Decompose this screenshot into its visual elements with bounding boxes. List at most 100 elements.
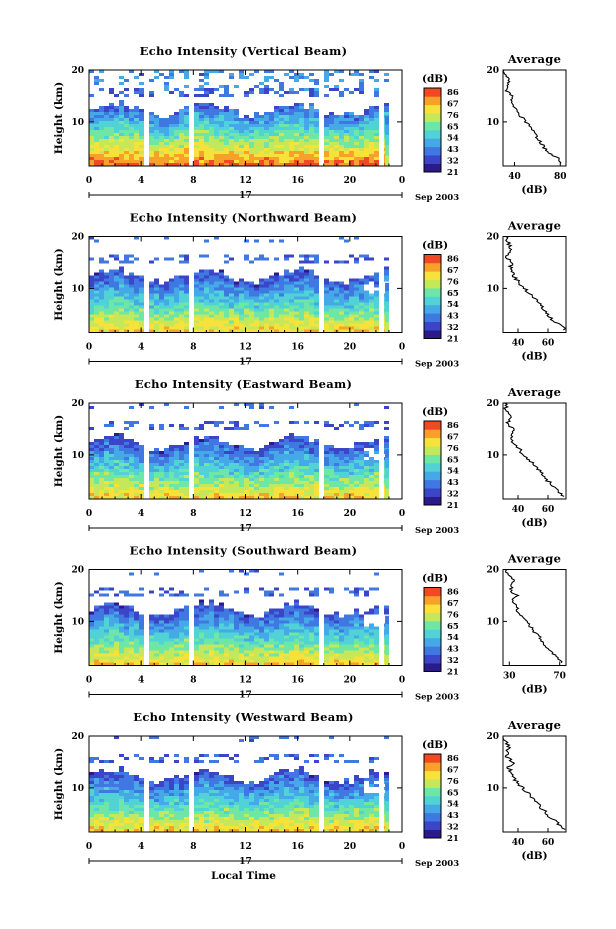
heatmap-cell [199,106,204,109]
heatmap-cell [294,641,299,645]
colorbar-swatch [424,471,441,481]
heatmap-cell [354,623,359,627]
heatmap-cell [264,448,269,451]
heatmap-cell [209,293,214,297]
heatmap-cell [284,323,289,327]
heatmap-cell [289,272,294,276]
heatmap-cell [174,463,179,466]
heatmap-cell [369,308,374,312]
heatmap-cell [374,572,379,576]
heatmap-cell [149,293,154,297]
heatmap-cell [209,614,214,618]
heatmap-cell [324,647,329,651]
heatmap-cell [274,257,279,261]
heatmap-cell [369,587,374,591]
heatmap-cell [114,641,119,645]
heatmap-cell [109,647,114,651]
heatmap-cell [169,302,174,306]
heatmap-cell [299,650,304,654]
heatmap-cell [334,448,339,451]
heatmap-cell [109,160,114,163]
heatmap-cell [294,320,299,324]
heatmap-cell [214,290,219,294]
heatmap-cell [289,608,294,612]
heatmap-cell [164,590,169,594]
heatmap-cell [274,148,279,151]
heatmap-cell [154,475,159,478]
heatmap-cell [214,460,219,463]
heatmap-cell [109,635,114,639]
heatmap-cell [234,118,239,121]
heatmap-cell [314,257,319,261]
heatmap-cell [264,287,269,291]
heatmap-cell [174,481,179,484]
heatmap-cell [184,647,189,651]
heatmap-cell [264,451,269,454]
heatmap-cell [259,302,264,306]
heatmap-cell [289,617,294,621]
heatmap-cell [219,269,224,273]
heatmap-cell [279,148,284,151]
heatmap-cell [179,478,184,481]
heatmap-cell [199,302,204,306]
heatmap-cell [264,641,269,645]
heatmap-cell [344,617,349,621]
heatmap-cell [149,406,154,409]
heatmap-cell [199,632,204,636]
heatmap-cell [129,109,134,112]
heatmap-cell [229,257,234,261]
heatmap-cell [114,139,119,142]
panel-title: Echo Intensity (Eastward Beam) [135,377,352,391]
heatmap-cell [269,490,274,493]
heatmap-cell [204,269,209,273]
heatmap-cell [324,424,329,427]
heatmap-cell [119,305,124,309]
heatmap-cell [174,496,179,499]
heatmap-cell [164,145,169,148]
heatmap-cell [179,323,184,327]
heatmap-cell [154,278,159,282]
heatmap-cell [89,641,94,645]
heatmap-cell [249,320,254,324]
heatmap-cell [124,317,129,321]
heatmap-cell [224,130,229,133]
heatmap-cell [344,260,349,264]
heatmap-cell [294,76,299,79]
heatmap-cell [94,614,99,618]
heatmap-cell [259,145,264,148]
heatmap-cell [334,478,339,481]
heatmap-cell [199,617,204,621]
heatmap-cell [194,293,199,297]
heatmap-cell [385,298,390,302]
heatmap-cell [229,278,234,282]
heatmap-cell [294,650,299,654]
heatmap-cell [139,88,144,91]
heatmap-cell [299,466,304,469]
heatmap-cell [204,478,209,481]
heatmap-cell [354,323,359,327]
heatmap-cell [99,296,104,300]
heatmap-cell [385,131,390,135]
heatmap-cell [209,629,214,633]
heatmap-cell [274,326,279,330]
heatmap-cell [129,472,134,475]
heatmap-cell [374,608,379,612]
heatmap-cell [385,144,390,148]
heatmap-cell [204,130,209,133]
heatmap-cell [329,323,334,327]
heatmap-cell [129,139,134,142]
heatmap-cell [339,79,344,82]
heatmap-cell [134,454,139,457]
heatmap-cell [354,463,359,466]
heatmap-cell [364,329,369,333]
heatmap-cell [334,308,339,312]
heatmap-cell [114,469,119,472]
heatmap-cell [209,626,214,630]
heatmap-cell [104,157,109,160]
heatmap-cell [119,151,124,154]
heatmap-cell [194,124,199,127]
heatmap-cell [329,130,334,133]
heatmap-cell [204,139,209,142]
heatmap-cell [214,632,219,636]
heatmap-cell [129,454,134,457]
